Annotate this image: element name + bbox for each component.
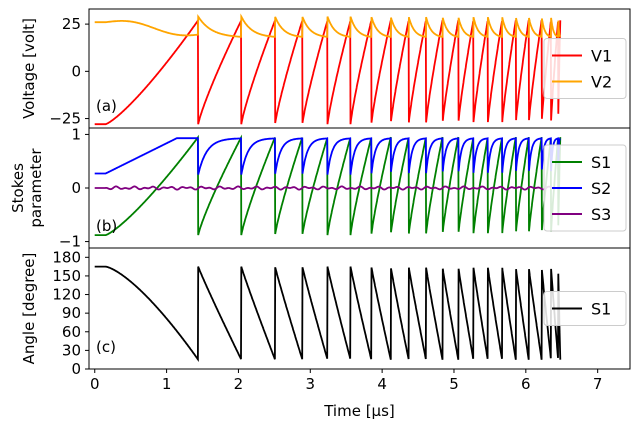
y-tick-label: 60: [62, 323, 81, 341]
legend-label: S1: [591, 300, 611, 319]
y-tick-label: 25: [62, 15, 81, 33]
panel-label: (c): [96, 338, 116, 356]
legend-label: V2: [591, 73, 612, 92]
y-tick-label: 120: [52, 286, 81, 304]
series-line-s1-1: [94, 134, 562, 237]
y-tick-label: 0: [71, 360, 81, 378]
legend-box: [543, 291, 627, 326]
x-tick-label: 0: [90, 375, 100, 393]
plot-frame: [88, 247, 631, 370]
y-tick-label: 180: [52, 248, 81, 266]
y-tick-label: 0: [71, 62, 81, 80]
y-axis-label: parameter: [27, 148, 45, 228]
panel-label: (b): [96, 217, 117, 235]
y-axis-label: Angle [degree]: [20, 253, 38, 365]
y-axis-label: Stokes: [9, 163, 27, 213]
x-axis-label: Time [µs]: [323, 402, 395, 420]
y-tick-label: 30: [62, 341, 81, 359]
panel-stokes: 1 0 −1 Stokes parameter (b) S1 S2 S3: [9, 125, 631, 251]
legend-box: [543, 144, 627, 232]
x-tick-label: 1: [162, 375, 172, 393]
x-tick-label: 7: [593, 375, 603, 393]
legend-label: S3: [591, 205, 611, 224]
panel-voltage: 25 0 −25 Voltage [volt] (a) V1 V2: [20, 8, 631, 129]
legend-box: [543, 38, 627, 99]
x-tick-label: 4: [377, 375, 387, 393]
x-tick-label: 2: [234, 375, 244, 393]
series-line-s2-1: [94, 136, 561, 175]
series-line-v1-0: [94, 18, 562, 126]
time-axis: 0 1 2 3 4 5 6 7 Time [µs]: [90, 369, 602, 420]
y-tick-label: −1: [59, 233, 81, 251]
series-line-s1-2: [94, 265, 562, 362]
y-tick-label: 150: [52, 267, 81, 285]
legend-label: S1: [591, 153, 611, 172]
legend-label: V1: [591, 47, 612, 66]
series-line-s3-1: [94, 185, 561, 191]
y-tick-label: 0: [71, 179, 81, 197]
y-tick-label: −25: [49, 110, 81, 128]
legend-label: S2: [591, 179, 611, 198]
series-line-v2-0: [94, 13, 562, 39]
x-tick-label: 3: [306, 375, 316, 393]
x-tick-label: 5: [449, 375, 459, 393]
panel-label: (a): [96, 97, 117, 115]
y-axis-label: Voltage [volt]: [20, 18, 38, 119]
x-tick-label: 6: [521, 375, 531, 393]
y-tick-label: 90: [62, 304, 81, 322]
y-tick-label: 1: [71, 125, 81, 143]
